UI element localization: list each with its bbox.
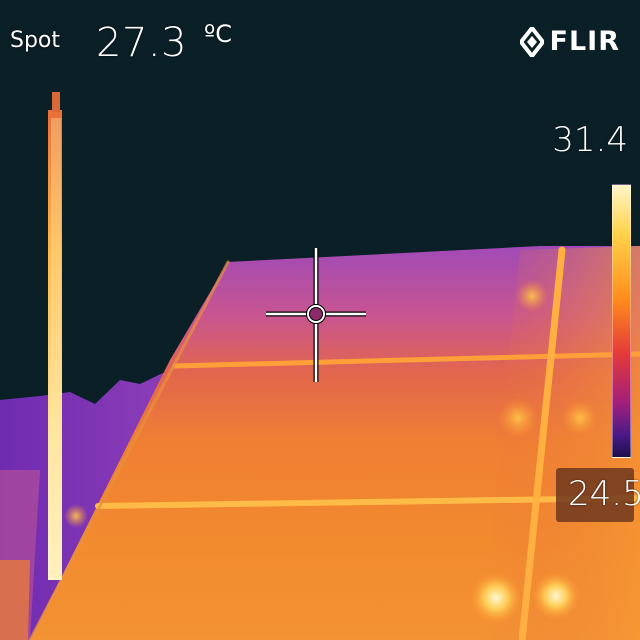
brand-name: FLIR — [549, 26, 620, 57]
temperature-color-scale — [612, 184, 631, 458]
flir-diamond-logo-icon — [519, 26, 544, 57]
temperature-unit: ºC — [204, 20, 233, 48]
light-pole — [48, 92, 62, 580]
spot-label: Spot — [10, 28, 61, 53]
panel-frame-lines — [28, 246, 640, 640]
hotspots — [64, 280, 598, 624]
scale-max-value: 31.4 — [552, 120, 628, 160]
scale-min-background — [556, 468, 634, 522]
brand-logo: FLIR — [519, 26, 621, 57]
spot-temperature-value: 27.3 — [96, 20, 188, 66]
spot-crosshair — [266, 248, 366, 382]
solar-panel-array — [30, 246, 640, 640]
scale-min-value: 24.5 — [568, 474, 640, 514]
